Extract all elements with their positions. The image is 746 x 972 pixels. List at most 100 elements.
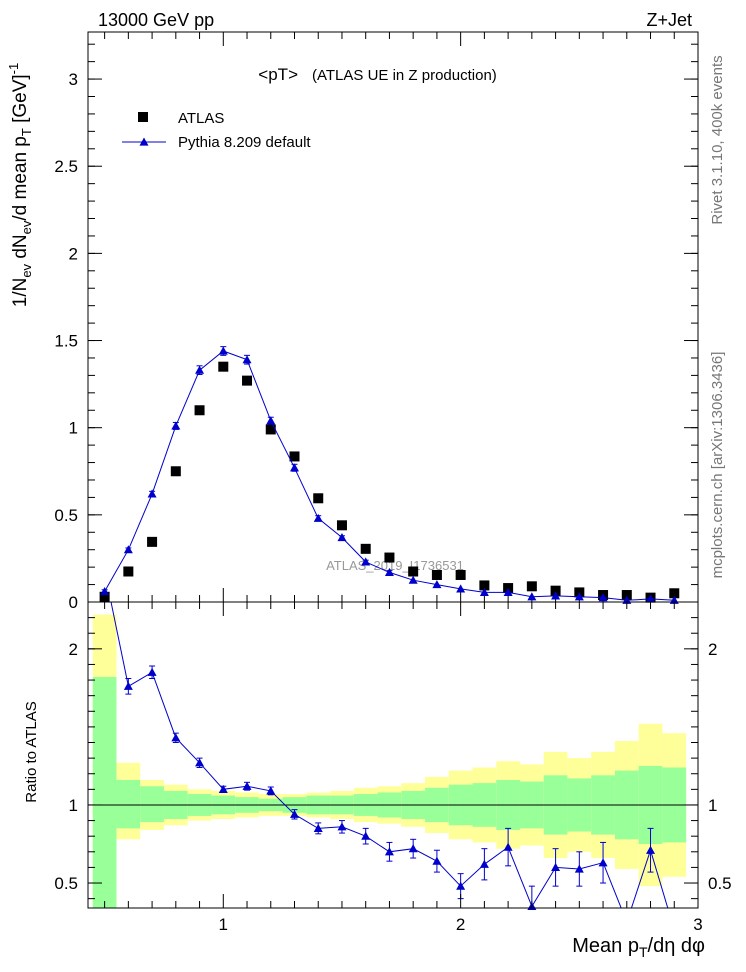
- pythia-point: [289, 463, 299, 472]
- ratio-point: [123, 681, 133, 690]
- ratio-point: [313, 823, 323, 832]
- pythia-point: [123, 545, 133, 554]
- ratio-point: [337, 822, 347, 831]
- pythia-point: [574, 592, 584, 601]
- atlas-point: [479, 580, 490, 591]
- main-panel: <pT> (ATLAS UE in Z production) ATLAS_20…: [6, 31, 699, 612]
- pythia-point: [195, 365, 205, 374]
- ratio-point: [242, 781, 252, 790]
- atlas-point: [242, 375, 253, 386]
- analysis-watermark: ATLAS_2019_I1736531: [326, 558, 464, 573]
- legend-pythia-marker: [139, 137, 149, 146]
- y-axis-label: 1/Nev dNev/d mean pT [GeV]-1: [6, 63, 34, 308]
- x-axis-label-text: Mean pT/dη dφ: [572, 935, 705, 960]
- ratio-y-axis-label: Ratio to ATLAS: [23, 701, 40, 802]
- pythia-point: [100, 587, 110, 596]
- header-process-label: Z+Jet: [646, 10, 692, 30]
- ratio-y-tick-label-right: 2: [708, 640, 717, 659]
- pythia-point: [527, 592, 537, 601]
- ratio-point: [171, 733, 181, 742]
- y-axis-ticks: 0 0.5 1 1.5 2 2.5 3: [54, 32, 699, 612]
- atlas-point: [431, 569, 442, 580]
- series-pythia-ratio: [110, 602, 669, 911]
- ratio-point: [408, 844, 418, 853]
- x-tick-label: 2: [456, 915, 465, 934]
- legend-atlas-label: ATLAS: [178, 110, 224, 127]
- ratio-point: [218, 784, 228, 793]
- green-band-bin: [116, 779, 141, 829]
- green-band-bin: [140, 786, 164, 823]
- rivet-info-label: Rivet 3.1.10, 400k events: [709, 55, 726, 224]
- y-tick-label: 1.5: [54, 332, 78, 351]
- ratio-point: [195, 758, 205, 767]
- pythia-point: [432, 580, 442, 589]
- y-tick-label: 0.5: [54, 506, 78, 525]
- ratio-y-axis-ticks: 0.5 0.5 1 1 2 2: [54, 617, 732, 900]
- ratio-point: [646, 845, 656, 854]
- ratio-line-group: [110, 602, 669, 908]
- y-tick-label: 2: [69, 244, 78, 263]
- atlas-point: [218, 361, 229, 372]
- atlas-point: [360, 543, 371, 554]
- atlas-point: [408, 566, 419, 577]
- ratio-point: [479, 859, 489, 868]
- pythia-point: [384, 567, 394, 576]
- atlas-point: [313, 493, 324, 504]
- plot-subtitle: (ATLAS UE in Z production): [312, 67, 497, 84]
- x-tick-label: 1: [219, 915, 228, 934]
- atlas-point: [194, 405, 205, 416]
- x-tick-label: 3: [693, 915, 702, 934]
- ratio-point: [361, 831, 371, 840]
- pythia-point: [218, 346, 228, 355]
- x-axis-label: Mean pT/dη dφ: [572, 935, 705, 960]
- ratio-point: [503, 842, 513, 851]
- pythia-point: [147, 489, 157, 498]
- pythia-point: [266, 416, 276, 425]
- green-band-bin: [92, 676, 117, 908]
- pythia-point: [171, 421, 181, 430]
- atlas-point: [336, 520, 347, 531]
- legend-pythia-label: Pythia 8.209 default: [178, 134, 311, 151]
- atlas-point: [621, 590, 632, 601]
- ratio-frame: [87, 601, 699, 909]
- pythia-point: [361, 557, 371, 566]
- header-energy-label: 13000 GeV pp: [98, 10, 214, 30]
- y-tick-label: 3: [69, 70, 78, 89]
- legend-atlas-marker: [138, 112, 148, 122]
- atlas-point: [170, 466, 181, 477]
- pythia-point: [598, 593, 608, 602]
- atlas-point: [384, 552, 395, 563]
- ratio-point: [598, 858, 608, 867]
- ratio-point: [551, 862, 561, 872]
- x-axis-ticks: 1 2 3: [104, 602, 703, 934]
- ratio-point: [289, 809, 299, 818]
- pythia-point: [337, 533, 347, 542]
- plot-title: <pT>: [258, 65, 298, 84]
- ratio-point: [574, 864, 584, 873]
- pythia-point: [408, 575, 418, 584]
- ratio-y-tick-label: 1: [69, 796, 78, 815]
- pythia-point: [242, 355, 252, 364]
- ratio-y-tick-label-right: 0.5: [708, 874, 732, 893]
- pythia-point: [313, 513, 323, 522]
- ratio-line: [110, 602, 669, 908]
- ratio-point: [432, 856, 442, 865]
- atlas-point: [123, 566, 134, 577]
- pythia-point: [646, 594, 656, 603]
- ratio-y-tick-label-right: 1: [708, 796, 717, 815]
- atlas-point: [526, 581, 537, 592]
- y-tick-label: 2.5: [54, 157, 78, 176]
- atlas-point: [289, 451, 300, 462]
- ratio-point: [266, 786, 276, 795]
- atlas-point: [147, 536, 158, 547]
- pythia-point: [503, 587, 513, 597]
- atlas-point: [455, 569, 466, 580]
- pythia-point: [551, 591, 561, 600]
- pythia-point: [456, 584, 466, 593]
- atlas-point: [265, 424, 276, 435]
- ratio-point: [384, 847, 394, 856]
- y-tick-label: 1: [69, 419, 78, 438]
- ratio-point: [147, 667, 157, 676]
- ratio-y-tick-label: 0.5: [54, 874, 78, 893]
- pythia-point: [479, 587, 489, 597]
